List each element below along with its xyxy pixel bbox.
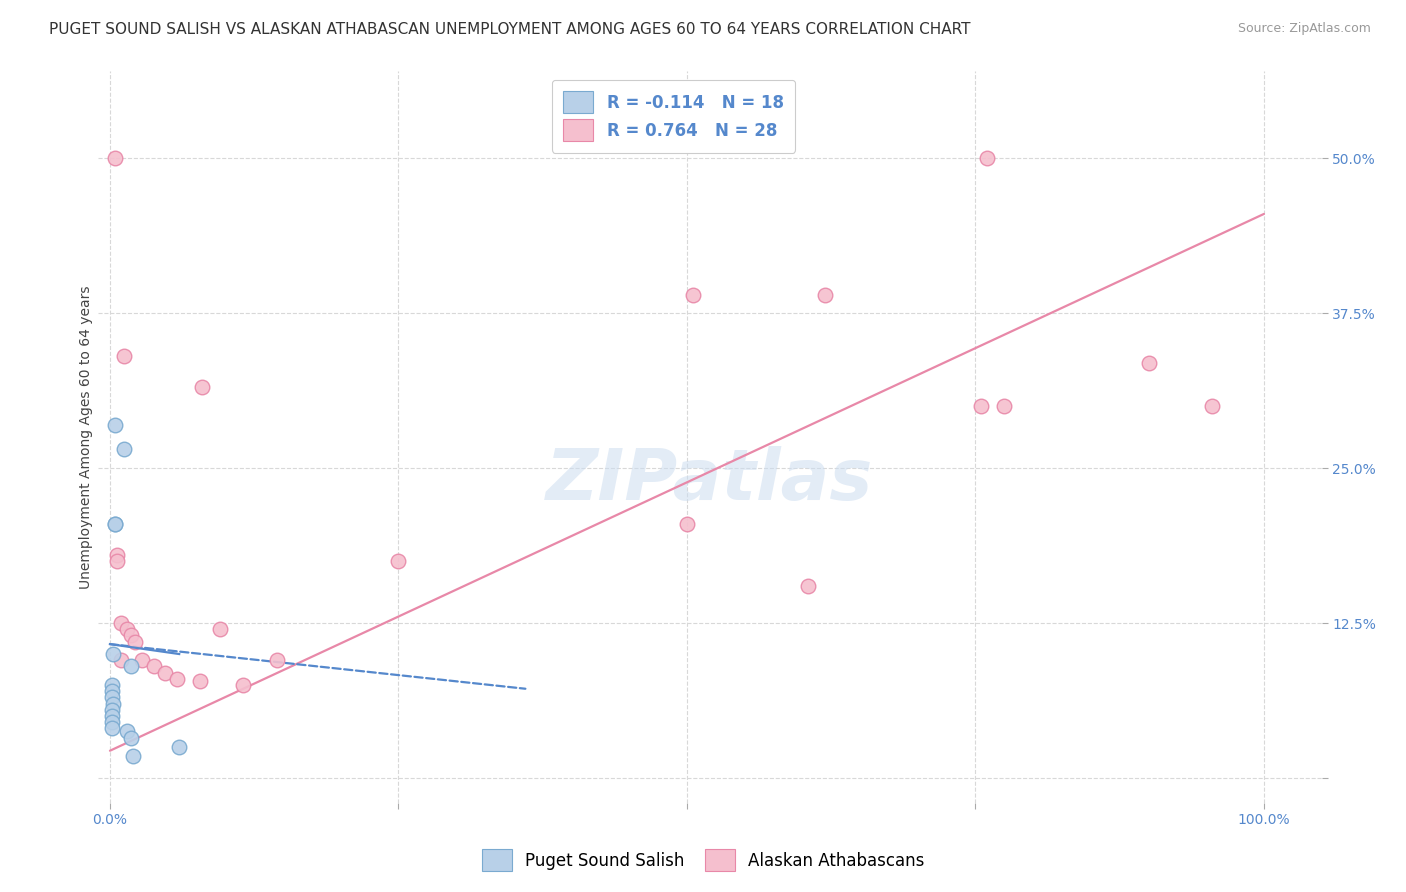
Point (105, 554, 128, 568)
Point (117, 723, 139, 738)
Point (976, 151, 998, 165)
Point (166, 672, 188, 686)
Point (103, 151, 125, 165)
Point (101, 709, 124, 723)
Point (970, 399, 993, 413)
Point (101, 715, 124, 730)
Legend: Puget Sound Salish, Alaskan Athabascans: Puget Sound Salish, Alaskan Athabascans (474, 841, 932, 880)
Point (101, 690, 124, 705)
Point (266, 653, 288, 667)
Point (112, 442, 135, 457)
Point (188, 674, 211, 689)
Point (1201, 399, 1223, 413)
Text: PUGET SOUND SALISH VS ALASKAN ATHABASCAN UNEMPLOYMENT AMONG AGES 60 TO 64 YEARS : PUGET SOUND SALISH VS ALASKAN ATHABASCAN… (49, 22, 970, 37)
Point (103, 697, 125, 711)
Point (117, 622, 139, 636)
Point (103, 417, 125, 432)
Text: Source: ZipAtlas.com: Source: ZipAtlas.com (1237, 22, 1371, 36)
Point (814, 287, 837, 301)
Point (120, 731, 142, 746)
Text: ZIPatlas: ZIPatlas (547, 447, 873, 516)
Point (103, 516, 125, 531)
Point (232, 678, 254, 692)
Point (682, 287, 704, 301)
Point (103, 516, 125, 531)
Point (105, 548, 128, 562)
Point (112, 350, 135, 364)
Y-axis label: Unemployment Among Ages 60 to 64 years: Unemployment Among Ages 60 to 64 years (79, 285, 93, 589)
Point (101, 703, 124, 717)
Point (101, 722, 124, 736)
Point (110, 653, 132, 667)
Point (1137, 356, 1160, 370)
Point (101, 678, 124, 692)
Point (797, 579, 820, 593)
Point (208, 622, 231, 636)
Point (191, 380, 214, 394)
Point (120, 659, 142, 673)
Point (110, 615, 132, 630)
Point (120, 628, 142, 642)
Point (101, 684, 124, 698)
Point (155, 665, 177, 680)
Point (993, 399, 1015, 413)
Point (103, 647, 125, 661)
Point (142, 659, 165, 673)
Legend: R = -0.114   N = 18, R = 0.764   N = 28: R = -0.114 N = 18, R = 0.764 N = 28 (551, 79, 796, 153)
Point (124, 634, 146, 648)
Point (131, 653, 153, 667)
Point (167, 739, 190, 754)
Point (122, 748, 145, 763)
Point (676, 516, 699, 531)
Point (387, 554, 409, 568)
